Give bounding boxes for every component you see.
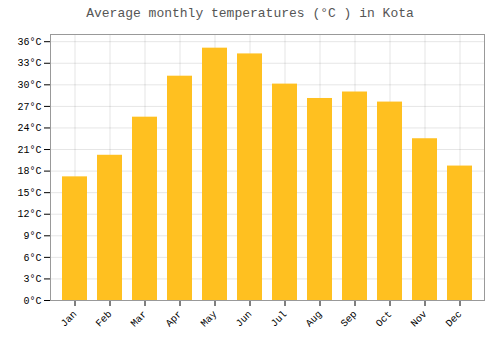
svg-text:30°C: 30°C: [17, 80, 41, 91]
svg-text:May: May: [199, 309, 220, 330]
svg-text:0°C: 0°C: [23, 296, 41, 307]
svg-text:Sep: Sep: [339, 309, 360, 330]
svg-text:Jun: Jun: [234, 309, 255, 330]
svg-text:21°C: 21°C: [17, 145, 41, 156]
svg-text:36°C: 36°C: [17, 37, 41, 48]
svg-text:Nov: Nov: [409, 309, 430, 330]
svg-text:Jul: Jul: [269, 309, 290, 330]
svg-text:6°C: 6°C: [23, 253, 41, 264]
svg-text:9°C: 9°C: [23, 231, 41, 242]
svg-text:Oct: Oct: [374, 309, 395, 330]
svg-text:18°C: 18°C: [17, 166, 41, 177]
html-text:Average monthly temperatures (: Average monthly temperatures (°C ) in Ko…: [86, 6, 414, 21]
svg-text:Feb: Feb: [94, 309, 115, 330]
svg-text:33°C: 33°C: [17, 58, 41, 69]
svg-text:3°C: 3°C: [23, 274, 41, 285]
svg-text:12°C: 12°C: [17, 209, 41, 220]
svg-text:Mar: Mar: [129, 309, 150, 330]
svg-text:Dec: Dec: [444, 309, 465, 330]
svg-text:Aug: Aug: [304, 309, 325, 330]
svg-text:15°C: 15°C: [17, 188, 41, 199]
svg-text:Jan: Jan: [59, 309, 80, 330]
svg-text:27°C: 27°C: [17, 102, 41, 113]
svg-text:24°C: 24°C: [17, 123, 41, 134]
svg-text:Apr: Apr: [164, 309, 185, 330]
